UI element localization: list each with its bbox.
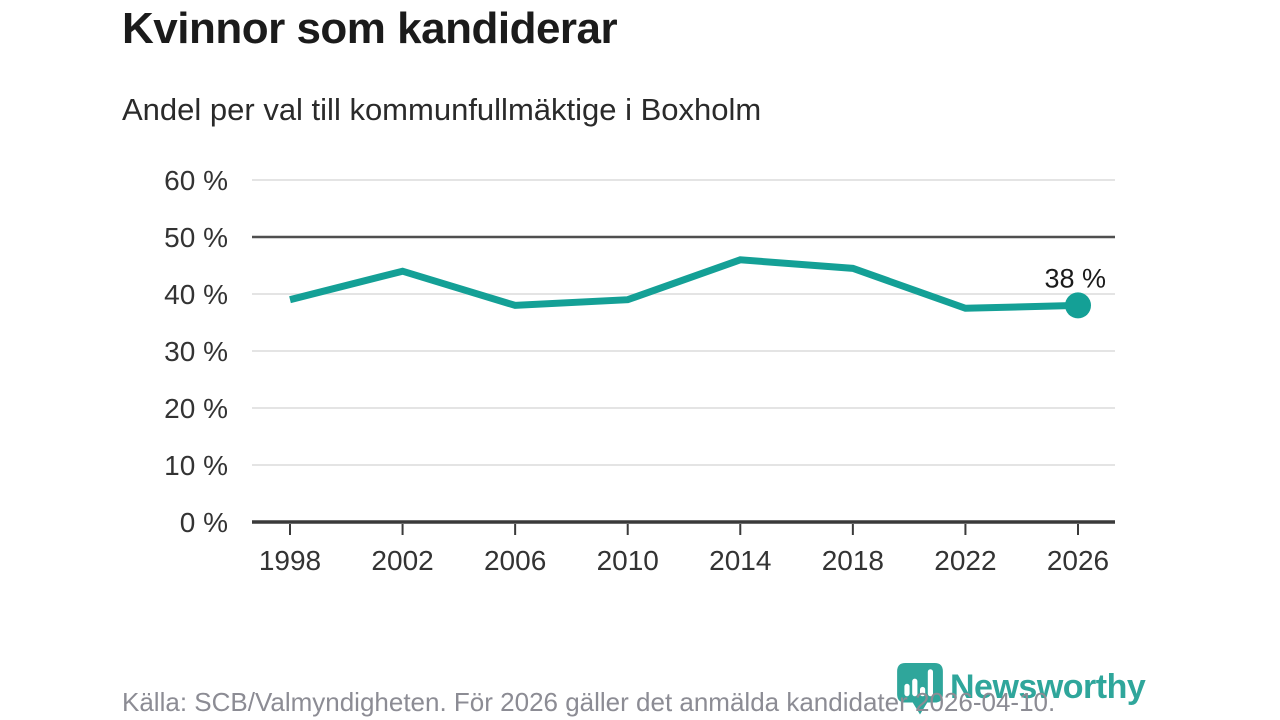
y-axis-label: 50 % bbox=[164, 222, 228, 253]
bar-glyph bbox=[920, 686, 926, 697]
bar-glyph bbox=[912, 678, 918, 697]
chart-title: Kvinnor som kandiderar bbox=[122, 4, 618, 53]
trend-line bbox=[289, 256, 1079, 312]
y-axis-label: 60 % bbox=[164, 165, 228, 196]
y-axis-label: 30 % bbox=[164, 336, 228, 367]
x-axis-label: 2026 bbox=[1047, 545, 1109, 576]
newsworthy-brand-text: Newsworthy bbox=[950, 668, 1146, 706]
x-axis-label: 1998 bbox=[259, 545, 321, 576]
end-value-label: 38 % bbox=[1044, 263, 1106, 293]
y-axis-label: 10 % bbox=[164, 450, 228, 481]
x-axis-label: 2022 bbox=[934, 545, 996, 576]
y-axis-label: 0 % bbox=[180, 507, 228, 538]
bar-glyph bbox=[927, 669, 933, 697]
newsworthy-logo[interactable]: Newsworthy bbox=[897, 663, 1146, 715]
pin-bar-chart-icon bbox=[897, 663, 943, 715]
chart-subtitle: Andel per val till kommunfullmäktige i B… bbox=[122, 92, 762, 127]
x-axis-label: 2010 bbox=[597, 545, 659, 576]
y-axis-label: 20 % bbox=[164, 393, 228, 424]
x-axis-label: 2018 bbox=[822, 545, 884, 576]
line-chart: 0 % 10 % 20 % 30 % 40 % 50 % 60 % 1998 2002 2006 2… bbox=[164, 165, 1115, 576]
x-axis-label: 2014 bbox=[709, 545, 771, 576]
x-axis-label: 2002 bbox=[371, 545, 433, 576]
end-point-dot bbox=[1065, 292, 1091, 319]
y-axis-label: 40 % bbox=[164, 279, 228, 310]
bar-glyph bbox=[904, 683, 910, 697]
source-note: Källa: SCB/Valmyndigheten. För 2026 gäll… bbox=[122, 687, 1056, 717]
x-axis-label: 2006 bbox=[484, 545, 546, 576]
